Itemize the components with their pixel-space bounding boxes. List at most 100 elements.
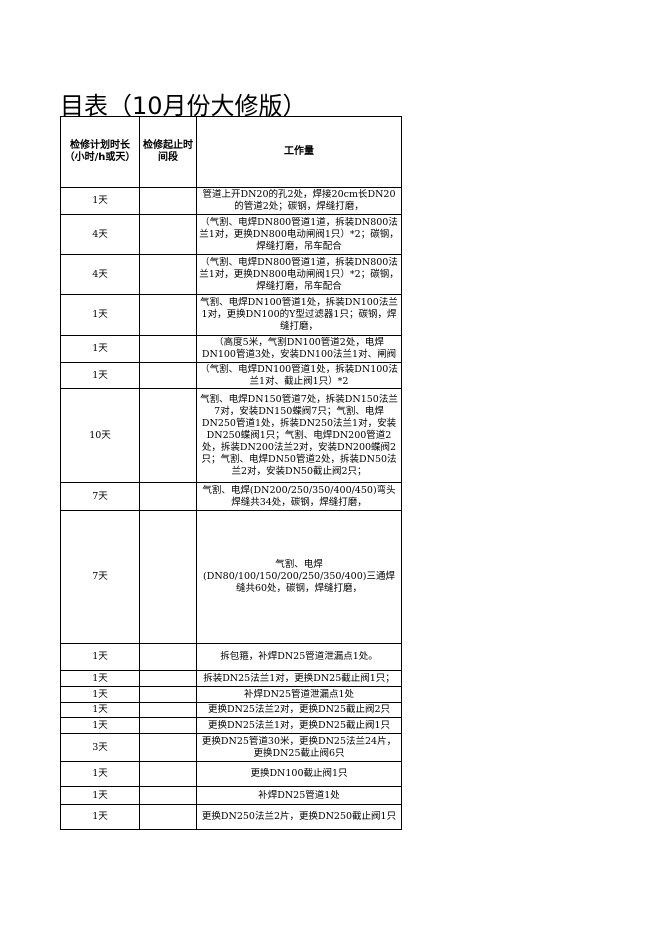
table-cell xyxy=(139,362,197,389)
table-row: 7天 气割、电焊(DN200/250/350/400/450)弯头焊缝共34处，碳… xyxy=(60,482,402,511)
table-cell: 1天 xyxy=(60,335,140,363)
cell-text: 7天 xyxy=(92,490,108,502)
cell-text: 7天 xyxy=(92,571,108,582)
table-cell: 3天 xyxy=(60,733,140,762)
title: 目表（10月份大修版） xyxy=(60,92,307,120)
table-cell: 4天 xyxy=(60,254,140,295)
table-cell: 气割、电焊(DN200/250/350/400/450)弯头焊缝共34处，碳钢，… xyxy=(196,482,402,511)
cell-text: 更换DN25管道30米，更换DN25法兰24片，更换DN25截止阀6只 xyxy=(201,735,397,759)
cell-text: 1天 xyxy=(92,195,108,206)
cell-text: （气割、电焊DN800管道1道，拆装DN800法兰1对，更换DN800电动闸阀1… xyxy=(199,216,399,252)
table-cell: 1天 xyxy=(60,643,140,671)
table-cell: 气割、电焊(DN80/100/150/200/250/350/400)三通焊缝共… xyxy=(196,510,402,644)
table-cell: 补焊DN25管道1处 xyxy=(196,786,402,805)
table-cell xyxy=(139,187,197,215)
cell-text: 1天 xyxy=(92,309,108,320)
table-cell xyxy=(139,670,197,687)
table-cell: 1天 xyxy=(60,786,140,805)
table-cell xyxy=(139,717,197,734)
cell-text: 1天 xyxy=(92,768,108,779)
table-cell: （气割、电焊DN800管道1道，拆装DN800法兰1对，更换DN800电动闸阀1… xyxy=(196,254,402,295)
cell-text: 1天 xyxy=(92,672,108,684)
table-cell: 拆装DN25法兰1对，更换DN25截止阀1只； xyxy=(196,670,402,687)
table-row: 1天 拆装DN25法兰1对，更换DN25截止阀1只； xyxy=(60,670,402,687)
header-cell: 检修计划时长（小时/h或天） xyxy=(60,116,140,188)
table-cell: 10天 xyxy=(60,388,140,483)
table-row: 1天 管道上开DN20的孔2处，焊接20cm长DN20的管道2处；碳钢，焊缝打磨， xyxy=(60,187,402,215)
table-cell xyxy=(139,254,197,295)
table-cell: 7天 xyxy=(60,482,140,511)
cell-text: 气割、电焊DN150管道7处，拆装DN150法兰7对，安装DN150蝶阀7只；气… xyxy=(200,393,398,477)
cell-text: 1天 xyxy=(92,719,108,731)
table-cell: 1天 xyxy=(60,717,140,734)
table-cell xyxy=(139,804,197,830)
cell-text: 管道上开DN20的孔2处，焊接20cm长DN20的管道2处；碳钢，焊缝打磨， xyxy=(202,189,396,212)
table-body: 1天 管道上开DN20的孔2处，焊接20cm长DN20的管道2处；碳钢，焊缝打磨，… xyxy=(60,187,402,830)
table-cell xyxy=(139,702,197,718)
table-cell: 1天 xyxy=(60,294,140,336)
table-cell xyxy=(139,510,197,644)
table-cell: 更换DN100截止阀1只 xyxy=(196,761,402,787)
table-cell: 气割、电焊DN150管道7处，拆装DN150法兰7对，安装DN150蝶阀7只；气… xyxy=(196,388,402,483)
cell-text: 4天 xyxy=(92,228,108,240)
cell-text: 补焊DN25管道泄漏点1处 xyxy=(243,688,355,700)
header-row: 检修计划时长（小时/h或天） 检修起止时间段 工作量 xyxy=(60,116,402,188)
table-cell: 1天 xyxy=(60,686,140,703)
header-cell: 检修起止时间段 xyxy=(139,116,197,188)
table-cell xyxy=(139,482,197,511)
cell-text: 1天 xyxy=(92,704,108,715)
cell-text: 气割、电焊DN100管道1处，拆装DN100法兰1对，更换DN100的Y型过滤器… xyxy=(200,297,398,332)
cell-text: 1天 xyxy=(92,688,108,700)
table-cell xyxy=(139,686,197,703)
cell-text: 拆装DN25法兰1对，更换DN25截止阀1只； xyxy=(203,672,395,684)
table-row: 7天 气割、电焊(DN80/100/150/200/250/350/400)三通焊… xyxy=(60,510,402,644)
cell-text: 更换DN25法兰1对，更换DN25截止阀1只 xyxy=(207,719,391,731)
table-cell: 1天 xyxy=(60,804,140,830)
table-row: 1天 更换DN250法兰2片，更换DN250截止阀1只 xyxy=(60,804,402,830)
cell-text: 补焊DN25管道1处 xyxy=(258,789,340,801)
table-cell: 1天 xyxy=(60,702,140,718)
table-cell xyxy=(139,335,197,363)
table-cell: （高度5米，气割DN100管道2处，电焊DN100管道3处，安装DN100法兰1… xyxy=(196,335,402,363)
table-row: 4天 （气割、电焊DN800管道1道，拆装DN800法兰1对，更换DN800电动闸… xyxy=(60,254,402,295)
table-cell: 更换DN250法兰2片，更换DN250截止阀1只 xyxy=(196,804,402,830)
table-row: 1天 （高度5米，气割DN100管道2处，电焊DN100管道3处，安装DN100法… xyxy=(60,335,402,363)
table-cell: 1天 xyxy=(60,187,140,215)
table-row: 10天 气割、电焊DN150管道7处，拆装DN150法兰7对，安装DN150蝶阀7… xyxy=(60,388,402,483)
table-row: 1天 补焊DN25管道1处 xyxy=(60,786,402,805)
table-cell: 管道上开DN20的孔2处，焊接20cm长DN20的管道2处；碳钢，焊缝打磨， xyxy=(196,187,402,215)
table-row: 1天 拆包箍，补焊DN25管道泄漏点1处。 xyxy=(60,643,402,671)
table-cell xyxy=(139,643,197,671)
table-cell: 1天 xyxy=(60,670,140,687)
header-cell: 工作量 xyxy=(196,116,402,188)
table-row: 1天 气割、电焊DN100管道1处，拆装DN100法兰1对，更换DN100的Y型过… xyxy=(60,294,402,336)
table-cell: （气割、电焊DN800管道1道，拆装DN800法兰1对，更换DN800电动闸阀1… xyxy=(196,214,402,255)
table-row: 3天 更换DN25管道30米，更换DN25法兰24片，更换DN25截止阀6只 xyxy=(60,733,402,762)
table-row: 1天 更换DN25法兰2对，更换DN25截止阀2只 xyxy=(60,702,402,718)
table-cell xyxy=(139,214,197,255)
cell-text: 气割、电焊(DN200/250/350/400/450)弯头焊缝共34处，碳钢，… xyxy=(202,484,396,508)
cell-text: 10天 xyxy=(89,429,111,441)
cell-text: 1天 xyxy=(92,343,108,354)
table-row: 1天 补焊DN25管道泄漏点1处 xyxy=(60,686,402,703)
cell-text: 1天 xyxy=(92,811,108,822)
table-cell xyxy=(139,388,197,483)
cell-text: 气割、电焊(DN80/100/150/200/250/350/400)三通焊缝共… xyxy=(203,559,395,594)
cell-text: （气割、电焊DN800管道1道，拆装DN800法兰1对，更换DN800电动闸阀1… xyxy=(199,256,399,292)
table-cell xyxy=(139,786,197,805)
table-row: 1天 更换DN100截止阀1只 xyxy=(60,761,402,787)
table-cell: 气割、电焊DN100管道1处，拆装DN100法兰1对，更换DN100的Y型过滤器… xyxy=(196,294,402,336)
table-cell: 1天 xyxy=(60,362,140,389)
table: 检修计划时长（小时/h或天） 检修起止时间段 工作量 1天 管道上开DN20的孔2… xyxy=(60,116,402,830)
table-cell: 更换DN25法兰1对，更换DN25截止阀1只 xyxy=(196,717,402,734)
cell-text: （气割、电焊DN100管道1处，拆装DN100法兰1对、截止阀1只）*2 xyxy=(200,363,398,387)
table-cell: 拆包箍，补焊DN25管道泄漏点1处。 xyxy=(196,643,402,671)
cell-text: 1天 xyxy=(92,369,108,381)
table-cell: 4天 xyxy=(60,214,140,255)
table-cell xyxy=(139,733,197,762)
table-row: 4天 （气割、电焊DN800管道1道，拆装DN800法兰1对，更换DN800电动闸… xyxy=(60,214,402,255)
cell-text: 4天 xyxy=(92,268,108,280)
table-cell: 7天 xyxy=(60,510,140,644)
table-cell xyxy=(139,761,197,787)
